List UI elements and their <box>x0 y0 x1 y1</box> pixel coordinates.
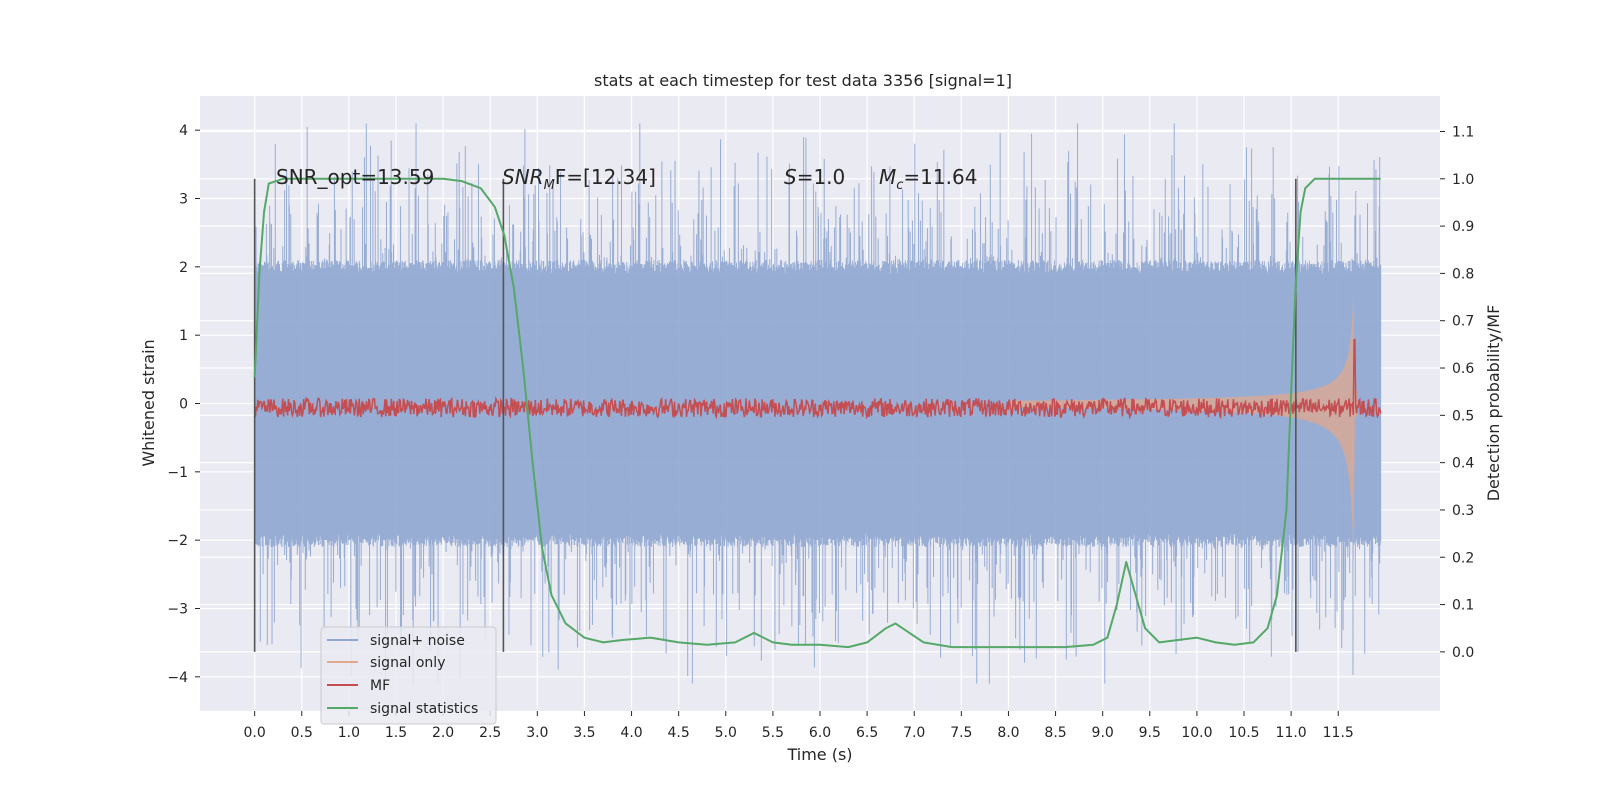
x-tick-label: 6.5 <box>856 725 878 741</box>
y-right-axis-label: Detection probability/MF <box>1484 305 1503 502</box>
legend-label-signal-only: signal only <box>370 655 445 671</box>
tick-layer: 0.0 0.5 1.0 1.5 2.0 2.5 3.0 3.5 4.0 4.5 5.0 5.5 6.0 6… <box>167 123 1474 741</box>
annotation-s: S=1.0 <box>784 165 845 189</box>
x-tick-label: 9.0 <box>1092 725 1114 741</box>
series-signal-statistics <box>253 177 1381 649</box>
y-right-tick-label: 0.9 <box>1452 219 1474 235</box>
y-right-tick-label: 0.1 <box>1452 598 1474 614</box>
x-tick-label: 10.5 <box>1228 725 1259 741</box>
y-tick-label: 4 <box>179 123 188 139</box>
legend-label-signal-statistics: signal statistics <box>370 701 478 717</box>
x-tick-label: 2.5 <box>479 725 501 741</box>
x-tick-label: 4.5 <box>668 725 690 741</box>
x-tick-label: 0.0 <box>244 725 266 741</box>
x-tick-label: 1.5 <box>385 725 407 741</box>
x-tick-label: 6.0 <box>809 725 831 741</box>
annotation-s-rest: =1.0 <box>797 165 846 189</box>
annotation-snr-mf-main: SNR <box>502 165 544 189</box>
annotation-snr-mf-rest: F=[12.34] <box>555 165 656 189</box>
x-tick-label: 5.0 <box>715 725 737 741</box>
x-tick-label: 8.5 <box>1044 725 1066 741</box>
x-tick-label: 4.0 <box>620 725 642 741</box>
y-tick-label: 2 <box>179 260 188 276</box>
x-tick-label: 7.5 <box>950 725 972 741</box>
x-tick-label: 3.5 <box>573 725 595 741</box>
y-right-tick-label: 0.7 <box>1452 314 1474 330</box>
y-right-tick-label: 1.0 <box>1452 172 1474 188</box>
y-right-tick-label: 0.5 <box>1452 408 1474 424</box>
y-right-tick-label: 0.8 <box>1452 266 1474 282</box>
series-mf <box>253 338 1382 420</box>
x-tick-label: 9.5 <box>1139 725 1161 741</box>
annotation-snr-opt: SNR_opt=13.59 <box>276 165 434 189</box>
y-axis-label: Whitened strain <box>139 339 158 466</box>
x-tick-label: 5.5 <box>762 725 784 741</box>
x-tick-label: 0.5 <box>291 725 313 741</box>
legend-label-signal-noise: signal+ noise <box>370 633 465 649</box>
annotation-s-main: S <box>784 165 797 189</box>
chart-title: stats at each timestep for test data 335… <box>594 71 1012 90</box>
x-tick-label: 2.0 <box>432 725 454 741</box>
annotation-snr-opt-text: SNR_opt=13.59 <box>276 165 434 189</box>
annotation-mc-sub: c <box>896 178 903 193</box>
annotations: SNR_opt=13.59 SNRMF=[12.34] S=1.0 Mc=11.… <box>276 165 977 193</box>
annotation-mc: Mc=11.64 <box>879 165 977 193</box>
y-right-tick-label: 0.3 <box>1452 503 1474 519</box>
y-tick-label: −3 <box>167 602 188 618</box>
data-layer <box>253 123 1382 684</box>
x-tick-label: 7.0 <box>903 725 925 741</box>
annotation-snr-mf: SNRMF=[12.34] <box>502 165 656 193</box>
annotation-mc-rest: =11.64 <box>903 165 977 189</box>
y-tick-label: −2 <box>167 533 188 549</box>
y-tick-label: −4 <box>167 670 188 686</box>
y-tick-label: −1 <box>167 465 188 481</box>
y-right-tick-label: 0.4 <box>1452 456 1474 472</box>
x-tick-label: 1.0 <box>338 725 360 741</box>
x-tick-label: 11.0 <box>1276 725 1307 741</box>
annotation-snr-mf-sub: M <box>544 178 555 193</box>
x-tick-label: 10.0 <box>1181 725 1212 741</box>
x-tick-label: 3.0 <box>526 725 548 741</box>
legend-box <box>320 626 497 725</box>
x-tick-label: 11.5 <box>1323 725 1354 741</box>
y-right-tick-label: 0.0 <box>1452 645 1474 661</box>
y-tick-label: 3 <box>179 192 188 208</box>
x-axis-label: Time (s) <box>786 745 852 764</box>
y-right-tick-label: 0.6 <box>1452 361 1474 377</box>
legend-label-mf: MF <box>370 678 390 694</box>
annotation-mc-main: M <box>879 165 896 189</box>
legend: signal+ noise signal only MF signal stat… <box>320 626 497 725</box>
x-tick-label: 8.0 <box>997 725 1019 741</box>
y-tick-label: 0 <box>179 397 188 413</box>
y-right-tick-label: 0.2 <box>1452 550 1474 566</box>
y-tick-label: 1 <box>179 328 188 344</box>
y-right-tick-label: 1.1 <box>1452 124 1474 140</box>
